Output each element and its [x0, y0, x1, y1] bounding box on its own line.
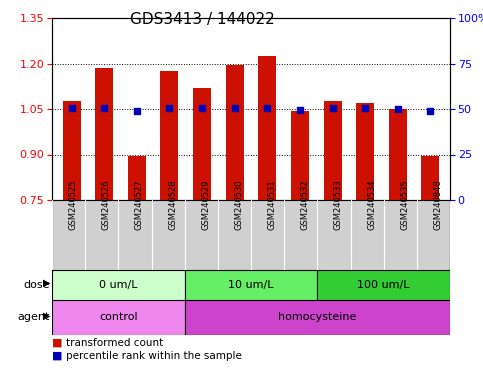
Bar [258, 56, 276, 200]
Point [166, 105, 173, 111]
Point [133, 108, 141, 114]
Text: GSM240531: GSM240531 [268, 180, 277, 230]
Point [100, 105, 108, 111]
Bar [185, 270, 317, 300]
Point [394, 106, 402, 112]
Text: homocysteine: homocysteine [278, 313, 356, 323]
Point [263, 105, 271, 111]
Bar [52, 270, 185, 300]
Bar [422, 156, 440, 200]
Bar [317, 270, 450, 300]
Bar [52, 300, 185, 335]
Bar [324, 101, 341, 200]
Text: GSM240530: GSM240530 [234, 180, 243, 230]
Text: GSM240529: GSM240529 [201, 180, 210, 230]
Bar [389, 109, 407, 200]
Bar [291, 111, 309, 200]
Text: control: control [99, 313, 138, 323]
Text: GSM240527: GSM240527 [135, 180, 144, 230]
Point [329, 105, 337, 111]
Point [361, 105, 369, 111]
Text: GSM240528: GSM240528 [168, 180, 177, 230]
Text: GSM240533: GSM240533 [334, 180, 343, 230]
Point [231, 105, 239, 111]
Text: GDS3413 / 144022: GDS3413 / 144022 [130, 12, 275, 27]
Text: 100 um/L: 100 um/L [357, 280, 410, 290]
Text: ■: ■ [52, 351, 62, 361]
Bar [356, 103, 374, 200]
Bar [185, 300, 450, 335]
Text: percentile rank within the sample: percentile rank within the sample [67, 351, 242, 361]
Text: 0 um/L: 0 um/L [99, 280, 138, 290]
Bar [193, 88, 211, 200]
Point [198, 105, 206, 111]
Bar [63, 101, 81, 200]
Text: ■: ■ [52, 338, 62, 348]
Bar [160, 71, 178, 200]
Bar [226, 65, 243, 200]
Text: GSM240526: GSM240526 [102, 180, 111, 230]
Point [296, 106, 304, 113]
Text: GSM240532: GSM240532 [301, 180, 310, 230]
Text: transformed count: transformed count [67, 338, 164, 348]
Bar [95, 68, 113, 200]
Text: GSM240534: GSM240534 [367, 180, 376, 230]
Text: GSM240525: GSM240525 [69, 180, 78, 230]
Text: dose: dose [24, 280, 50, 290]
Point [68, 105, 75, 111]
Bar [128, 156, 146, 200]
Point [426, 108, 434, 114]
Text: GSM240848: GSM240848 [433, 180, 442, 230]
Text: GSM240535: GSM240535 [400, 180, 409, 230]
Text: 10 um/L: 10 um/L [228, 280, 274, 290]
Text: ▶: ▶ [43, 311, 50, 321]
Text: ▶: ▶ [43, 278, 50, 288]
Text: agent: agent [17, 313, 50, 323]
